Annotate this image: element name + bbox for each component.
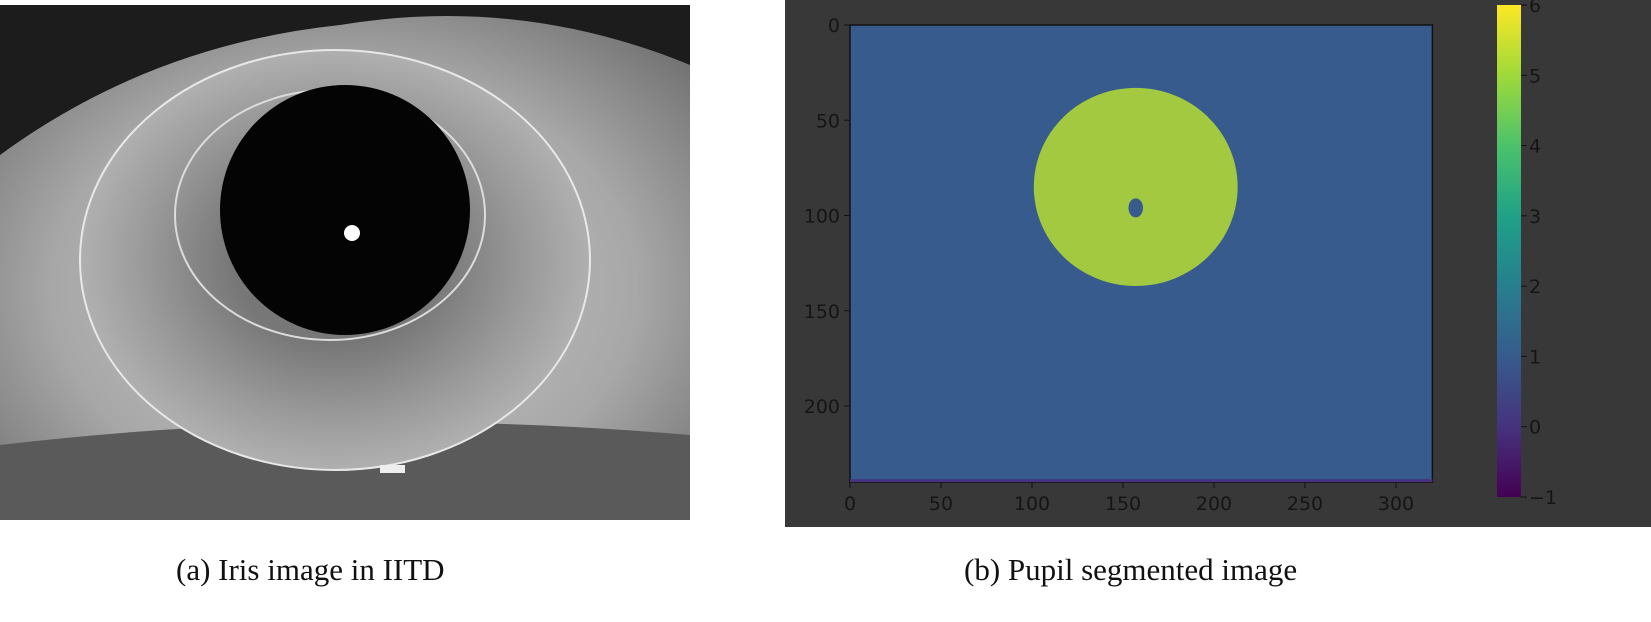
y-tick-label: 150 <box>804 301 840 323</box>
y-tick-label: 50 <box>816 110 840 132</box>
colorbar <box>1497 5 1521 497</box>
colorbar-tick-label: 4 <box>1529 136 1541 158</box>
heatmap-svg: 0 50 100 150 200 250 300 0 50 100 150 200 6 5 4 3 2 1 0 −1 <box>804 0 1557 515</box>
pupil-region <box>1033 87 1238 286</box>
iris-image <box>0 5 690 520</box>
x-tick-label: 50 <box>929 493 953 515</box>
x-tick-label: 100 <box>1014 493 1050 515</box>
caption-b: (b) Pupil segmented image <box>964 552 1298 587</box>
y-tick-label: 0 <box>828 15 840 37</box>
x-tick-label: 200 <box>1196 493 1232 515</box>
colorbar-tick-label: 0 <box>1529 417 1541 439</box>
colorbar-tick-label: 5 <box>1529 65 1541 87</box>
pupil-hole <box>1128 198 1144 218</box>
colorbar-tick-label: 2 <box>1529 276 1541 298</box>
x-tick-label: 0 <box>844 493 856 515</box>
colorbar-tick-label: −1 <box>1529 487 1557 509</box>
colorbar-tick-label: 1 <box>1529 346 1541 368</box>
colorbar-tick-label: 6 <box>1529 0 1541 17</box>
y-tick-label: 100 <box>804 206 840 228</box>
x-tick-label: 250 <box>1287 493 1323 515</box>
colorbar-tick-label: 3 <box>1529 206 1541 228</box>
heatmap-bottom-edge <box>850 479 1433 483</box>
caption-a: (a) Iris image in IITD <box>176 552 445 587</box>
y-tick-label: 200 <box>804 396 840 418</box>
x-tick-label: 150 <box>1105 493 1141 515</box>
x-tick-label: 300 <box>1378 493 1414 515</box>
pupil-segmentation-plot: 0 50 100 150 200 250 300 0 50 100 150 200 6 5 4 3 2 1 0 −1 <box>785 0 1651 527</box>
